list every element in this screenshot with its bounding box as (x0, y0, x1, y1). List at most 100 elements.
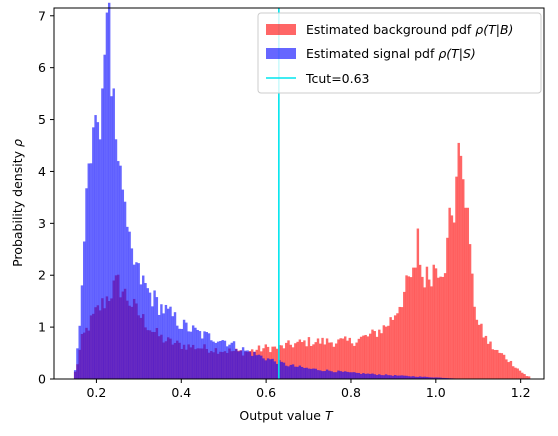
signal-bar-4 (83, 241, 86, 379)
y-tick-label: 3 (38, 216, 46, 231)
signal-bar-148 (409, 376, 413, 379)
background-bar-184 (491, 349, 494, 379)
background-bar-189 (502, 354, 506, 379)
signal-bar-57 (203, 331, 206, 379)
background-bar-199 (525, 376, 529, 379)
background-bar-119 (344, 336, 347, 379)
signal-bar-133 (375, 374, 379, 379)
signal-bar-89 (275, 363, 279, 379)
signal-bar-149 (412, 376, 415, 379)
background-bar-163 (443, 273, 447, 379)
x-tick-label: 1.0 (426, 385, 446, 400)
signal-bar-113 (330, 371, 333, 379)
background-bar-140 (391, 319, 395, 379)
signal-bar-91 (280, 361, 283, 379)
background-bar-95 (289, 344, 292, 379)
background-bar-149 (412, 267, 415, 379)
signal-bar-126 (359, 373, 363, 379)
background-bar-200 (527, 376, 531, 379)
y-tick-label: 4 (38, 164, 46, 179)
background-bar-105 (312, 344, 315, 379)
signal-bar-122 (350, 372, 354, 379)
signal-bar-155 (425, 376, 429, 379)
signal-bar-85 (266, 358, 270, 379)
signal-bar-79 (253, 351, 256, 379)
signal-bar-31 (144, 283, 147, 379)
signal-bar-29 (139, 284, 143, 379)
signal-bar-0 (73, 370, 77, 379)
signal-bar-27 (135, 262, 138, 379)
background-bar-122 (350, 343, 354, 379)
signal-bar-12 (101, 88, 104, 380)
background-bar-113 (330, 342, 333, 379)
background-bar-169 (457, 142, 460, 379)
signal-bar-5 (85, 188, 88, 379)
signal-bar-156 (428, 377, 431, 379)
signal-bar-35 (153, 290, 156, 379)
signal-bar-71 (235, 349, 238, 379)
background-bar-194 (514, 367, 517, 379)
background-bar-170 (459, 155, 463, 379)
signal-bar-87 (271, 358, 274, 379)
signal-bar-142 (396, 375, 399, 379)
background-bar-89 (275, 348, 279, 379)
y-tick-label: 7 (38, 8, 46, 23)
signal-bar-117 (339, 371, 342, 379)
background-bar-166 (450, 215, 454, 379)
signal-bar-17 (112, 88, 115, 380)
signal-bar-42 (169, 306, 172, 379)
signal-bar-129 (366, 373, 370, 379)
signal-bar-130 (369, 373, 372, 379)
background-bar-182 (487, 343, 490, 379)
signal-bar-14 (105, 12, 109, 379)
signal-bar-144 (400, 375, 404, 379)
signal-bar-158 (432, 377, 435, 379)
signal-bar-146 (405, 375, 408, 379)
x-tick-label: 0.8 (341, 385, 361, 400)
y-tick-label: 6 (38, 60, 46, 75)
signal-bar-22 (123, 201, 127, 379)
legend-swatch-signal (266, 48, 296, 59)
background-bar-104 (309, 345, 313, 379)
background-bar-146 (405, 275, 408, 379)
signal-bar-118 (341, 371, 345, 379)
signal-bar-38 (160, 304, 163, 379)
signal-bar-3 (80, 285, 84, 379)
signal-bar-64 (219, 340, 222, 379)
signal-bar-2 (78, 325, 81, 379)
background-bar-98 (296, 341, 299, 379)
signal-bar-49 (185, 322, 188, 379)
signal-bar-61 (212, 341, 215, 379)
legend-label-signal: Estimated signal pdf ρ(T|S) (306, 46, 476, 61)
background-bar-145 (403, 291, 406, 379)
signal-bar-161 (439, 377, 442, 379)
background-bar-154 (423, 287, 426, 379)
signal-bar-145 (403, 375, 406, 379)
background-bar-123 (353, 345, 356, 379)
background-bar-118 (341, 338, 345, 379)
signal-bar-58 (205, 332, 208, 379)
signal-bar-47 (180, 328, 184, 379)
background-bar-193 (511, 366, 515, 379)
signal-bar-68 (228, 344, 231, 379)
signal-bar-160 (437, 377, 440, 379)
background-bar-120 (346, 340, 349, 379)
signal-bar-72 (237, 351, 240, 379)
background-bar-174 (468, 244, 472, 379)
signal-bar-6 (87, 163, 90, 379)
signal-bar-136 (382, 375, 386, 379)
signal-bar-121 (348, 372, 351, 379)
signal-bar-46 (178, 328, 181, 379)
background-bar-130 (369, 333, 372, 379)
signal-bar-137 (384, 374, 388, 379)
signal-bar-65 (221, 340, 224, 379)
background-bar-139 (389, 317, 392, 379)
background-bar-125 (357, 338, 361, 379)
signal-bar-19 (117, 161, 120, 379)
signal-bar-119 (344, 371, 347, 379)
background-bar-135 (380, 333, 383, 379)
y-axis-ticks: 0 1 2 3 4 5 6 7 (38, 8, 54, 387)
signal-pdf-bars (73, 2, 479, 380)
signal-bar-114 (332, 372, 336, 379)
background-bar-117 (339, 338, 342, 379)
